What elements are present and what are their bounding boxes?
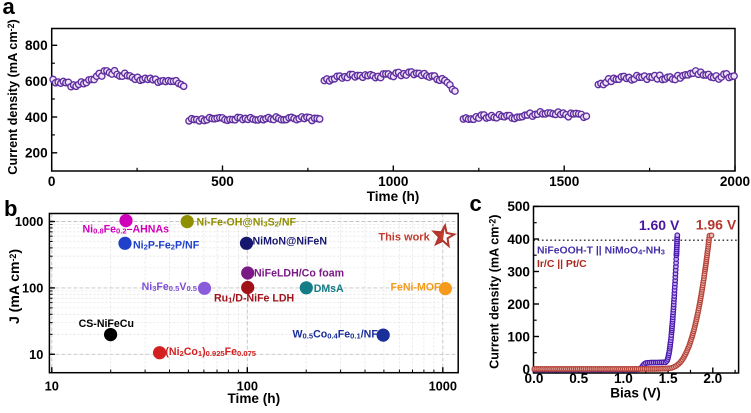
- svg-text:1.60 V: 1.60 V: [639, 217, 680, 233]
- svg-text:Bias (V): Bias (V): [610, 386, 661, 401]
- svg-text:Ir/C || Pt/C: Ir/C || Pt/C: [537, 259, 587, 270]
- svg-text:Current density (mA cm-2): Current density (mA cm-2): [488, 215, 502, 369]
- svg-text:DMsA: DMsA: [314, 283, 344, 295]
- svg-text:2000: 2000: [720, 174, 750, 189]
- svg-text:NiFeLDH/Co foam: NiFeLDH/Co foam: [254, 268, 344, 280]
- svg-text:500: 500: [211, 174, 234, 189]
- svg-text:NiFeOOH-T || NiMoO4-NH3: NiFeOOH-T || NiMoO4-NH3: [537, 246, 665, 257]
- svg-text:300: 300: [507, 264, 530, 279]
- svg-text:Ni3Fe0.5V0.5: Ni3Fe0.5V0.5: [142, 281, 198, 293]
- svg-text:1.0: 1.0: [614, 371, 633, 386]
- svg-text:0.0: 0.0: [525, 371, 544, 386]
- svg-text:c: c: [470, 191, 482, 216]
- svg-text:0: 0: [522, 362, 530, 377]
- svg-text:Ni-Fe-OH@Ni3S2/NF: Ni-Fe-OH@Ni3S2/NF: [197, 217, 297, 229]
- svg-text:2.0: 2.0: [703, 371, 722, 386]
- svg-text:1000: 1000: [429, 379, 457, 394]
- svg-text:0.5: 0.5: [569, 371, 588, 386]
- svg-text:(Ni2Co1)0.925Fe0.075: (Ni2Co1)0.925Fe0.075: [165, 346, 256, 358]
- svg-text:10: 10: [45, 379, 59, 394]
- svg-text:100: 100: [237, 379, 258, 394]
- svg-text:1500: 1500: [549, 174, 579, 189]
- svg-text:Time (h): Time (h): [227, 391, 280, 406]
- svg-text:NiMoN@NiFeN: NiMoN@NiFeN: [253, 236, 327, 248]
- svg-text:Ni0.8Fe0.2–AHNAs: Ni0.8Fe0.2–AHNAs: [83, 224, 170, 236]
- svg-text:1000: 1000: [15, 214, 43, 229]
- svg-text:b: b: [4, 196, 17, 221]
- svg-text:Ni2P-Fe2P/NF: Ni2P-Fe2P/NF: [133, 239, 200, 251]
- svg-text:600: 600: [25, 74, 48, 89]
- svg-text:200: 200: [507, 297, 530, 312]
- svg-text:a: a: [3, 0, 16, 19]
- svg-text:This work: This work: [378, 232, 430, 244]
- svg-text:1.5: 1.5: [659, 371, 678, 386]
- svg-text:0: 0: [48, 174, 56, 189]
- svg-text:1000: 1000: [378, 174, 408, 189]
- svg-text:500: 500: [507, 199, 530, 214]
- svg-text:1.96 V: 1.96 V: [696, 216, 737, 232]
- svg-text:400: 400: [507, 232, 530, 247]
- svg-text:Ru1/D-NiFe LDH: Ru1/D-NiFe LDH: [214, 293, 294, 305]
- svg-text:W0.5Co0.4Fe0.1/NF: W0.5Co0.4Fe0.1/NF: [293, 329, 379, 341]
- svg-text:100: 100: [507, 329, 530, 344]
- svg-text:10: 10: [29, 347, 43, 362]
- svg-text:800: 800: [25, 38, 48, 53]
- svg-text:400: 400: [25, 110, 48, 125]
- svg-text:Time (h): Time (h): [367, 189, 420, 204]
- svg-text:Current density (mA cm-2): Current density (mA cm-2): [6, 19, 20, 174]
- svg-text:100: 100: [22, 280, 43, 295]
- svg-text:FeNi-MOF: FeNi-MOF: [390, 282, 441, 294]
- svg-text:J (mA cm-2): J (mA cm-2): [6, 249, 22, 324]
- svg-text:CS-NiFeCu: CS-NiFeCu: [79, 318, 134, 330]
- svg-text:200: 200: [25, 146, 48, 161]
